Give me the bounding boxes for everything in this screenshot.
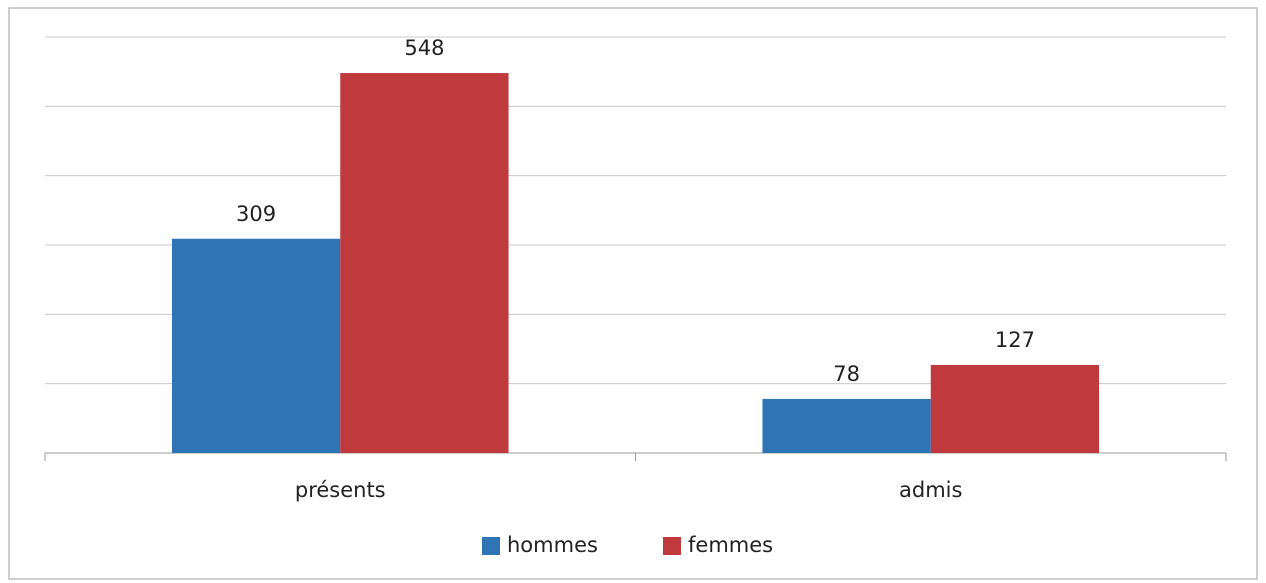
legend-label: femmes (688, 533, 773, 557)
legend-swatch (663, 537, 681, 555)
value-label: 548 (404, 36, 444, 60)
value-label: 309 (236, 202, 276, 226)
legend-swatch (482, 537, 500, 555)
x-tick-label: présents (295, 478, 386, 502)
bar (930, 364, 1100, 453)
x-tick-label: admis (899, 478, 962, 502)
bar (340, 73, 509, 453)
value-label: 127 (995, 328, 1035, 352)
value-label: 78 (833, 362, 860, 386)
bar (171, 238, 341, 453)
legend-label: hommes (507, 533, 598, 557)
bar (762, 398, 931, 453)
